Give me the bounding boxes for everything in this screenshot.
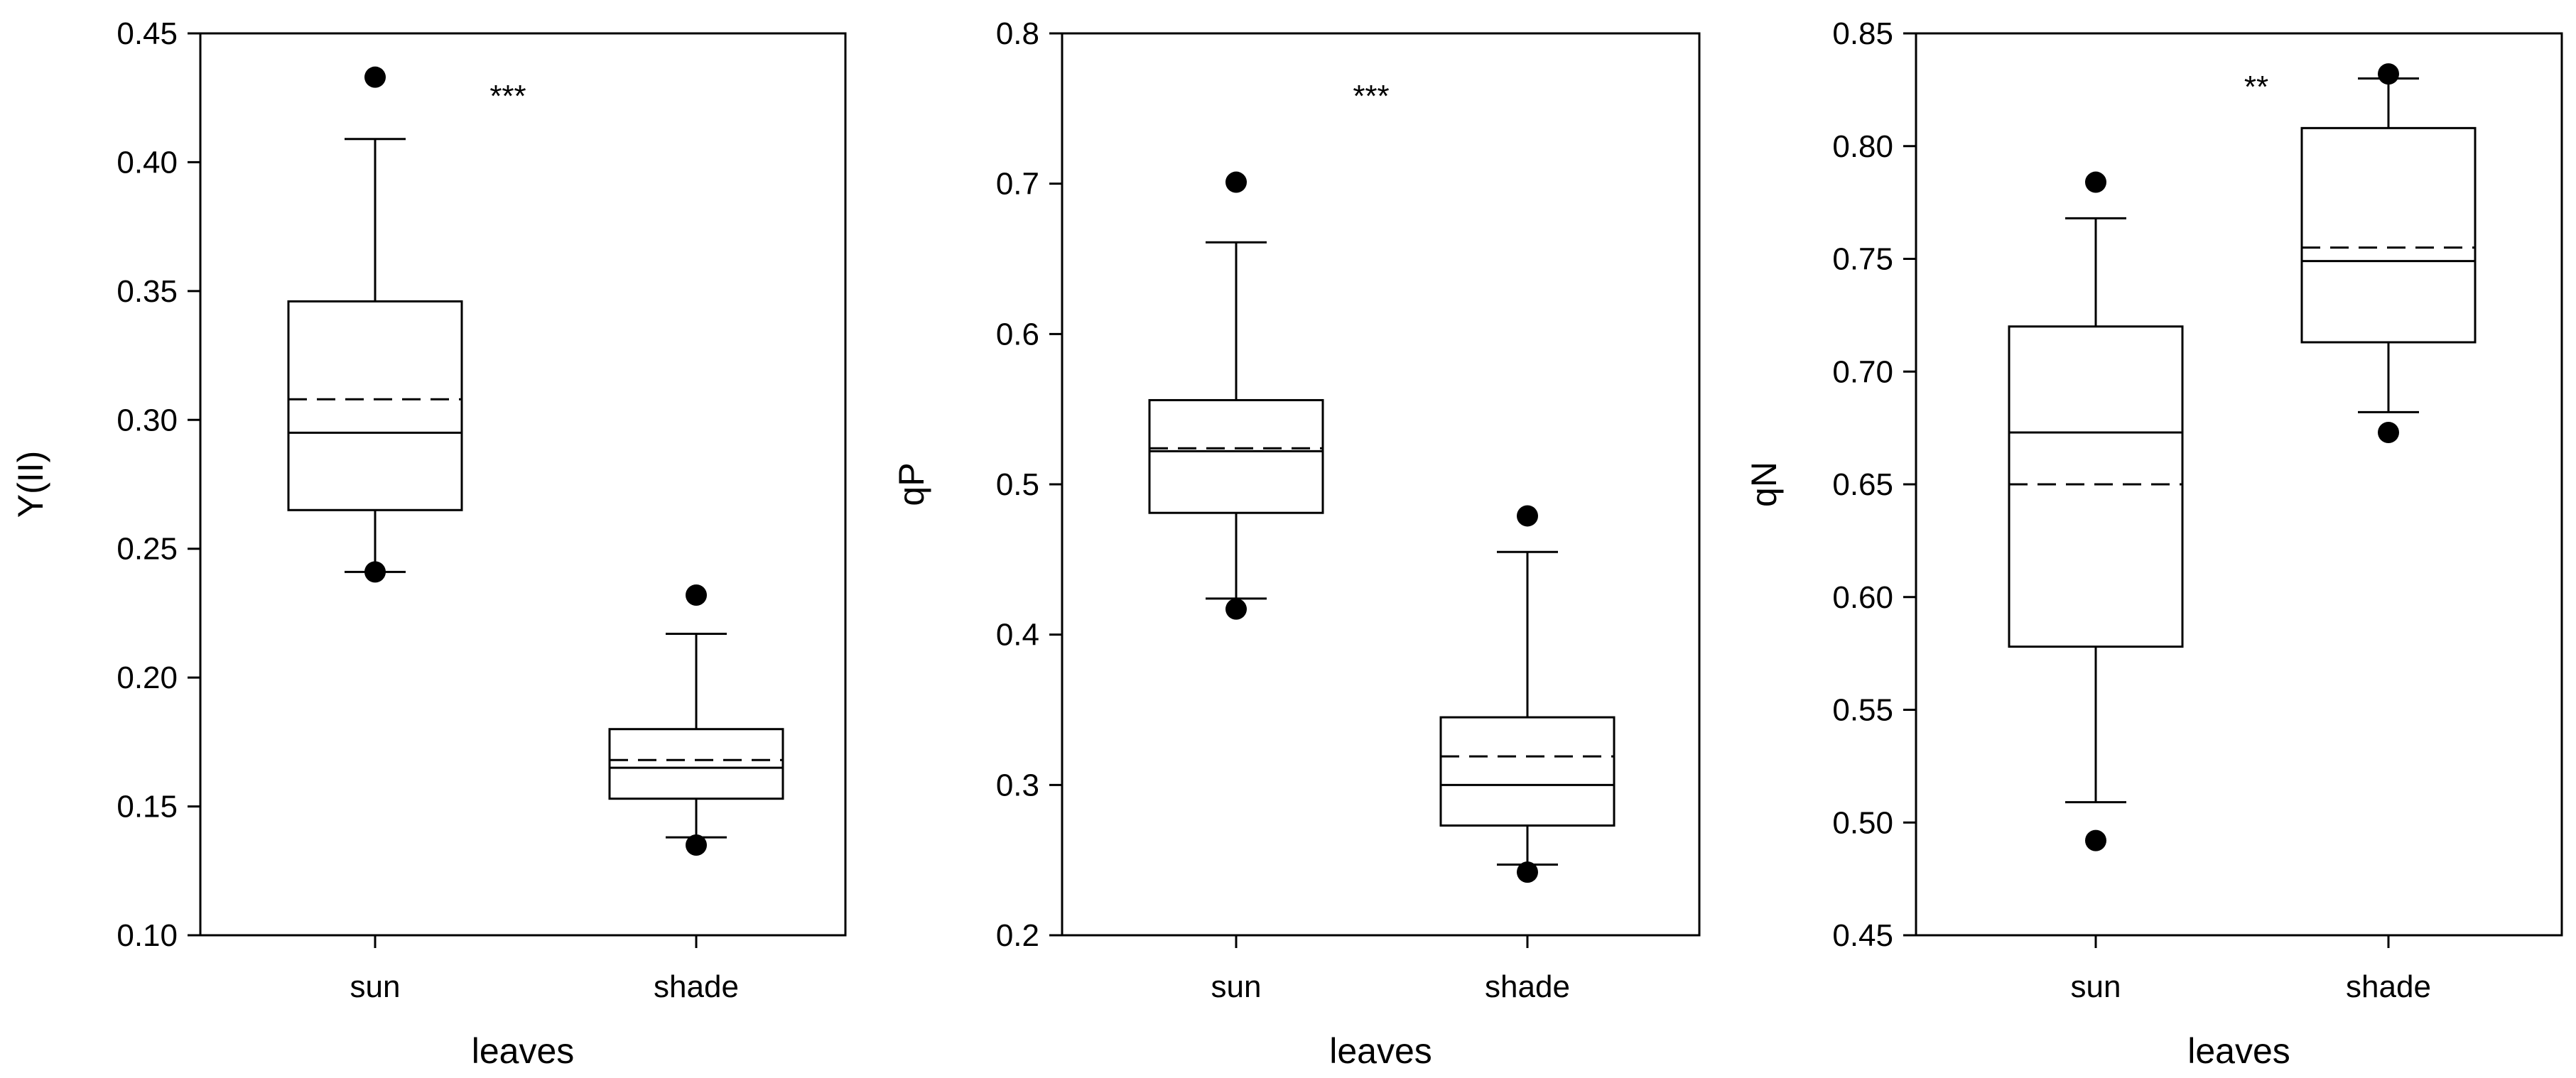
y-tick-label: 0.6 [996, 317, 1039, 352]
y-tick-label: 0.70 [1832, 354, 1893, 389]
iqr-box [2300, 126, 2477, 344]
plot-frame [199, 32, 847, 937]
y-tick-label: 0.7 [996, 167, 1039, 202]
x-tick-label: sun [1211, 969, 1262, 1004]
x-axis-title: leaves [1329, 1031, 1432, 1071]
box-sun [287, 66, 463, 583]
y-tick-label: 0.55 [1832, 693, 1893, 728]
iqr-box [1148, 398, 1324, 514]
x-tick-label: shade [2346, 969, 2431, 1004]
outlier-point [686, 584, 707, 606]
iqr-box [287, 300, 463, 511]
significance-marker: ** [2244, 70, 2268, 104]
iqr-box [2008, 325, 2184, 648]
box-shade [1439, 505, 1616, 883]
y-tick-label: 0.15 [117, 790, 178, 824]
y-tick-label: 0.10 [117, 918, 178, 953]
y-axis-title: Y(II) [11, 451, 50, 518]
y-tick-label: 0.50 [1832, 805, 1893, 840]
outlier-point [1517, 861, 1538, 883]
iqr-box [1439, 716, 1616, 827]
panel-3: 0.45 0.50 0.55 0.60 0.65 0.70 0.75 0.80 0.85 sun s… [1744, 16, 2563, 1071]
y-tick-label: 0.30 [117, 403, 178, 437]
y-tick-label: 0.20 [117, 660, 178, 695]
outlier-point [686, 834, 707, 856]
x-tick-label: shade [1485, 969, 1570, 1004]
outlier-point [2085, 171, 2106, 193]
y-tick-label: 0.45 [1832, 918, 1893, 953]
box-sun [1148, 171, 1324, 620]
x-axis-title: leaves [472, 1031, 575, 1071]
outlier-point [364, 561, 386, 583]
y-tick-label: 0.35 [117, 274, 178, 309]
y-tick-label: 0.75 [1832, 242, 1893, 277]
significance-marker: *** [1353, 79, 1389, 114]
outlier-point [1517, 505, 1538, 527]
y-tick-label: 0.85 [1832, 16, 1893, 51]
iqr-box [608, 728, 784, 800]
y-axis-title: qN [1744, 462, 1784, 507]
y-tick-label: 0.25 [117, 532, 178, 567]
panel-1: 0.10 0.15 0.20 0.25 0.30 0.35 0.40 0.45 sun shade… [11, 16, 847, 1071]
panel-2: 0.2 0.3 0.4 0.5 0.6 0.7 0.8 sun shade leaves qP *** [892, 16, 1701, 1071]
y-tick-label: 0.65 [1832, 467, 1893, 502]
outlier-point [1225, 598, 1247, 620]
y-tick-label: 0.60 [1832, 580, 1893, 615]
box-shade [608, 584, 784, 856]
x-axis-title: leaves [2187, 1031, 2290, 1071]
y-tick-label: 0.80 [1832, 129, 1893, 164]
box-sun [2008, 171, 2184, 851]
y-tick-label: 0.5 [996, 467, 1039, 502]
x-tick-label: sun [2071, 969, 2121, 1004]
x-tick-label: shade [654, 969, 739, 1004]
y-tick-label: 0.3 [996, 768, 1039, 802]
significance-marker: *** [489, 79, 526, 114]
y-tick-label: 0.8 [996, 16, 1039, 51]
box-shade [2300, 63, 2477, 443]
outlier-point [2085, 829, 2106, 851]
y-axis-title: qP [892, 462, 931, 506]
y-tick-label: 0.2 [996, 918, 1039, 953]
outlier-point [364, 66, 386, 88]
outlier-point [2378, 63, 2399, 85]
outlier-point [1225, 171, 1247, 193]
y-tick-label: 0.45 [117, 16, 178, 51]
x-tick-label: sun [350, 969, 401, 1004]
outlier-point [2378, 421, 2399, 443]
y-tick-label: 0.40 [117, 145, 178, 180]
y-tick-label: 0.4 [996, 618, 1039, 653]
